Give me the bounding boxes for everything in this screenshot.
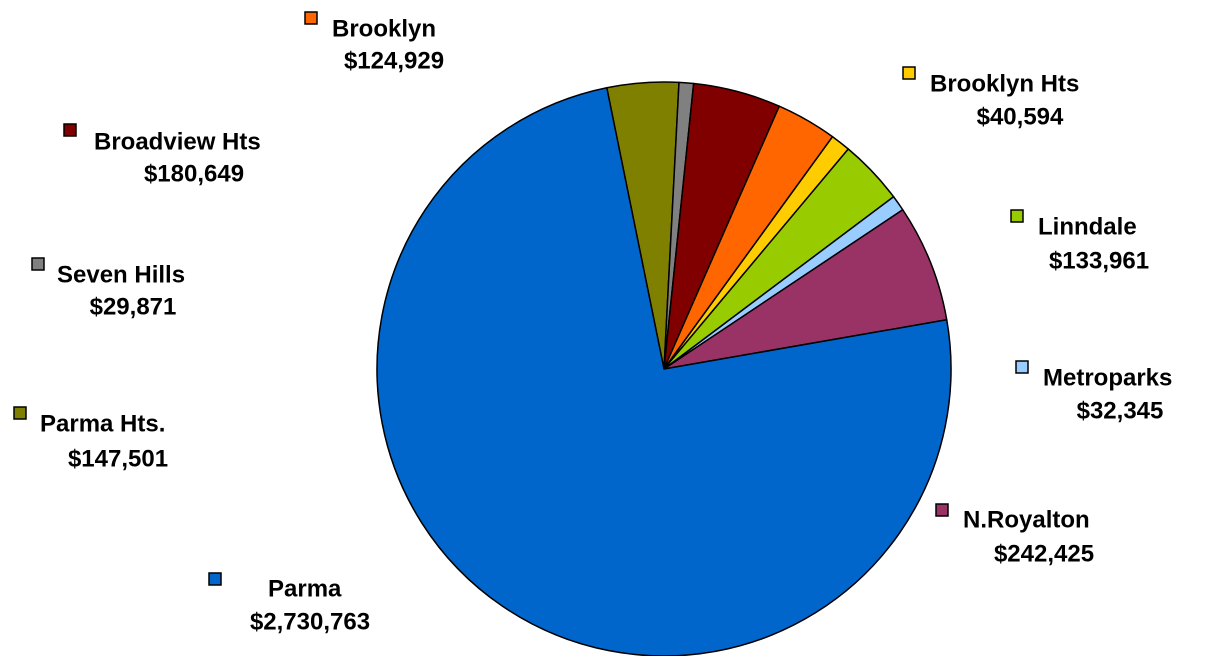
slice-value-broadview-hts: $180,649 [144,160,244,187]
label-group-brooklyn: Brooklyn $124,929 [304,11,444,74]
label-group-n-royalton: N.Royalton $242,425 [935,503,1094,567]
label-group-seven-hills: Seven Hills $29,871 [31,257,185,320]
slice-name-n-royalton: N.Royalton [963,506,1090,533]
slice-name-linndale: Linndale [1038,213,1137,240]
slice-name-brooklyn: Brooklyn [332,15,436,42]
pie-slice-n-royalton [663,209,948,370]
slice-name-parma: Parma [268,575,342,602]
legend-key-brooklyn-hts [902,66,916,80]
slice-name-parma-hts: Parma Hts. [40,410,165,437]
pie-slice-parma [376,87,952,656]
slice-value-linndale: $133,961 [1049,247,1149,274]
slice-name-broadview-hts: Broadview Hts [94,128,261,155]
slice-value-parma-hts: $147,501 [68,445,168,472]
pie-slices [376,81,952,656]
label-group-parma-hts: Parma Hts. $147,501 [13,406,168,472]
legend-key-linndale [1010,209,1024,223]
label-group-metroparks: Metroparks $32,345 [1015,360,1172,424]
slice-name-seven-hills: Seven Hills [57,261,185,288]
slice-name-metroparks: Metroparks [1043,364,1172,391]
legend-key-metroparks [1015,360,1029,374]
legend-key-seven-hills [31,257,45,271]
slice-value-brooklyn-hts: $40,594 [977,103,1064,130]
pie-labels: Parma Hts. $147,501 Seven Hills $29,871 Broa… [13,11,1172,635]
slice-name-brooklyn-hts: Brooklyn Hts [930,70,1079,97]
legend-key-parma [208,572,222,586]
legend-key-parma-hts [13,406,27,420]
slice-value-n-royalton: $242,425 [994,540,1094,567]
label-group-parma: Parma $2,730,763 [208,572,370,635]
slice-value-parma: $2,730,763 [250,608,370,635]
slice-value-brooklyn: $124,929 [344,47,444,74]
legend-key-broadview-hts [63,123,77,137]
legend-key-n-royalton [935,503,949,517]
legend-key-brooklyn [304,11,318,25]
label-group-linndale: Linndale $133,961 [1010,209,1149,274]
slice-value-seven-hills: $29,871 [90,293,177,320]
label-group-brooklyn-hts: Brooklyn Hts $40,594 [902,66,1079,130]
slice-value-metroparks: $32,345 [1077,397,1164,424]
label-group-broadview-hts: Broadview Hts $180,649 [63,123,261,187]
